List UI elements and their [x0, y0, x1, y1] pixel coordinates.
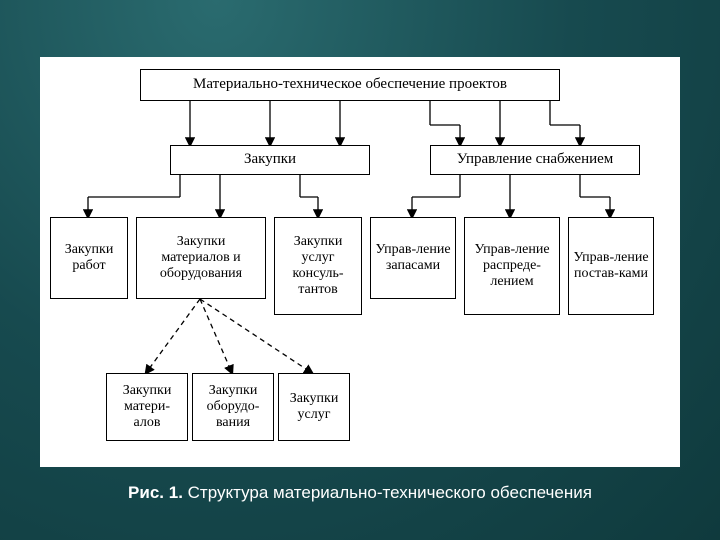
caption-text: Структура материально-технического обесп…	[183, 483, 592, 502]
node-root: Материально-техническое обеспечение прое…	[140, 69, 560, 101]
caption-prefix: Рис. 1.	[128, 483, 183, 502]
edge-dashed	[146, 299, 200, 373]
node-l2a: Закупки	[170, 145, 370, 175]
node-p3: Закупки услуг консуль-тантов	[274, 217, 362, 315]
node-s1: Закупки матери-алов	[106, 373, 188, 441]
node-m2: Управ-ление распреде-лением	[464, 217, 560, 315]
diagram-panel: Материально-техническое обеспечение прое…	[40, 57, 680, 467]
edge-dashed	[200, 299, 232, 373]
figure-caption: Рис. 1. Структура материально-техническо…	[128, 483, 592, 503]
node-p2: Закупки материалов и оборудования	[136, 217, 266, 299]
node-s3: Закупки услуг	[278, 373, 350, 441]
node-l2b: Управление снабжением	[430, 145, 640, 175]
node-p1: Закупки работ	[50, 217, 128, 299]
node-s2: Закупки оборудо-вания	[192, 373, 274, 441]
node-m3: Управ-ление постав-ками	[568, 217, 654, 315]
node-m1: Управ-ление запасами	[370, 217, 456, 299]
